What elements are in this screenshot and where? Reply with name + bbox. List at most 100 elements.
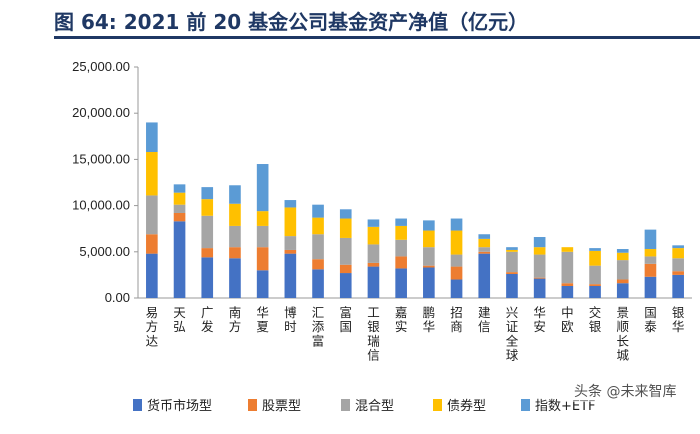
bar-segment (284, 236, 297, 250)
x-category-label: 鹏华 (423, 305, 436, 334)
x-category-label: 景顺长城 (616, 305, 629, 363)
legend-swatch (248, 399, 257, 411)
bar-segment (395, 218, 407, 226)
bar-segment (284, 249, 297, 254)
bar-segment (256, 225, 269, 248)
x-category-label: 华安 (533, 305, 546, 334)
y-tick-label: 15,000.00 (72, 151, 130, 166)
bar-segment (644, 256, 657, 264)
legend-label: 股票型 (262, 399, 301, 414)
bar-segment (201, 199, 214, 216)
bar-segment (589, 265, 601, 285)
bar-segment (339, 209, 352, 219)
bar-segment (395, 225, 407, 240)
bar-segment (423, 247, 435, 266)
bar-segment (589, 250, 601, 266)
bar-segment (312, 259, 324, 270)
legend-label: 货币市场型 (147, 398, 212, 414)
bar-segment (173, 184, 186, 193)
bar-segment (478, 253, 491, 298)
bar-segment (395, 239, 407, 257)
legend-swatch (521, 399, 530, 411)
bar-segment (423, 267, 435, 298)
x-category-label: 天弘 (173, 305, 186, 334)
bar-segment (616, 252, 629, 261)
bar-segment (395, 256, 407, 269)
bar-segment (672, 258, 684, 272)
bar-segment (478, 251, 491, 254)
legend-swatch (433, 399, 442, 411)
x-category-label: 银华 (672, 305, 685, 334)
bar-segment (284, 207, 297, 237)
y-tick-label: 10,000.00 (72, 198, 130, 213)
bar-segment (256, 270, 269, 298)
bar-segment (229, 258, 241, 298)
y-tick-label: 5,000.00 (79, 244, 130, 259)
bar-segment (395, 268, 407, 298)
bar-segment (478, 234, 491, 239)
bar-segment (367, 219, 380, 227)
legend-swatch (133, 399, 142, 411)
bar-segment (672, 271, 684, 275)
bar-segment (423, 230, 435, 248)
x-category-label: 交银 (589, 305, 602, 334)
bar-segment (533, 277, 546, 279)
bar-segment (173, 192, 186, 205)
bar-segment (589, 248, 601, 251)
x-category-label: 中欧 (561, 305, 574, 334)
bar-segment (173, 221, 186, 298)
bar-segment (201, 187, 214, 200)
y-tick-label: 0.00 (105, 290, 130, 305)
bar-segment (201, 215, 214, 249)
bar-segment (339, 218, 352, 238)
bar-segment (506, 272, 518, 274)
x-category-label: 汇添富 (312, 305, 325, 348)
bar-segment (312, 234, 324, 260)
bar-segment (284, 253, 297, 298)
bar-segment (478, 247, 491, 252)
bar-segment (450, 279, 463, 298)
bar-segment (644, 249, 657, 257)
bar-segment (616, 283, 629, 298)
bar-segment (644, 276, 657, 298)
bar-segment (146, 195, 158, 235)
legend-label: 指数+ETF (535, 399, 596, 414)
x-category-label: 工银瑞信 (367, 305, 380, 363)
bar-segment (146, 234, 158, 254)
bar-segment (561, 251, 574, 284)
bar-segment (339, 264, 352, 274)
x-category-label: 华夏 (256, 305, 269, 334)
bar-segment (312, 217, 324, 235)
bar-segment (589, 285, 601, 298)
x-category-label: 国泰 (644, 305, 657, 334)
bar-segment (506, 273, 518, 298)
legend-label: 债券型 (447, 398, 486, 414)
bar-segment (229, 203, 241, 226)
bar-segment (616, 249, 629, 253)
bar-segment (561, 247, 574, 252)
x-category-label: 嘉实 (395, 305, 408, 334)
bar-segment (561, 285, 574, 298)
bar-segment (229, 225, 241, 248)
legend-swatch (341, 399, 350, 411)
watermark: 头条 @未来智库 (572, 380, 679, 402)
bar-segment (589, 284, 601, 286)
bar-segment (423, 265, 435, 268)
bar-segment (672, 274, 684, 298)
x-category-label: 广发 (201, 305, 214, 334)
bar-segment (506, 251, 518, 273)
bar-segment (146, 253, 158, 298)
bar-segment (450, 254, 463, 267)
bar-segment (229, 247, 241, 259)
title-underline (54, 36, 700, 39)
bar-segment (367, 226, 380, 245)
bar-segment (506, 249, 518, 252)
bar-segment (672, 245, 684, 249)
bar-segment (312, 269, 324, 298)
bar-segment (201, 248, 214, 258)
x-category-label: 富国 (339, 305, 352, 334)
bar-segment (644, 263, 657, 277)
bar-segment (561, 283, 574, 286)
bar-segment (533, 247, 546, 255)
